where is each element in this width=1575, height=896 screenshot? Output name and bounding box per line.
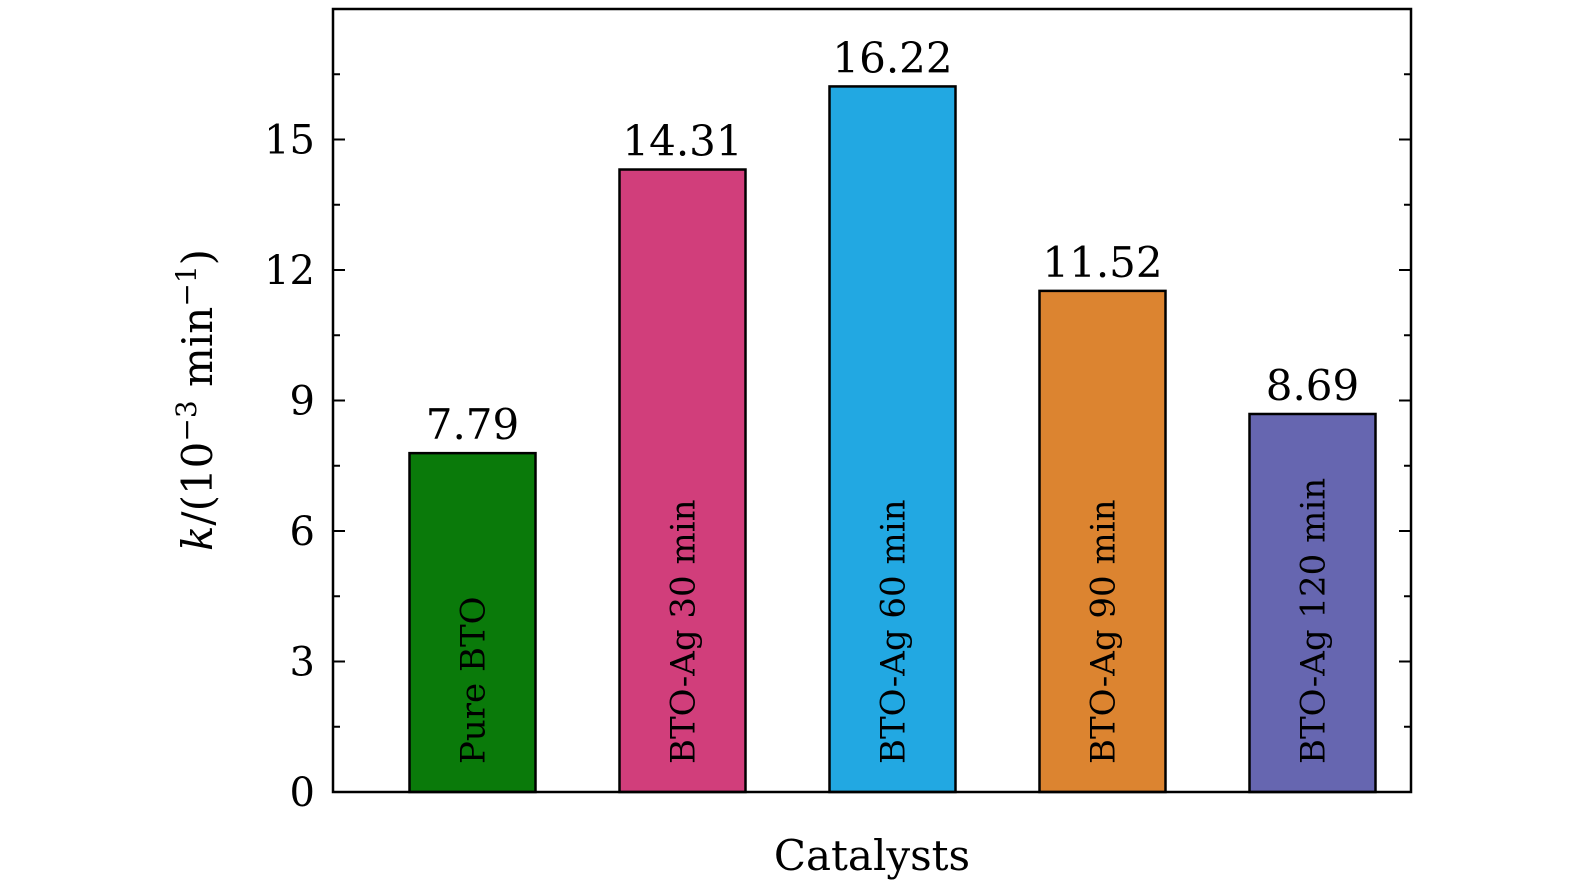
bar-category-label: BTO-Ag 60 min [874,500,914,764]
y-axis-title-exp2: −1 [170,265,203,306]
bars-layer [408,85,1377,794]
x-axis-title: Catalysts [774,831,970,880]
bar-value-label: 14.31 [622,117,742,166]
bar-names-layer: Pure BTO BTO-Ag 30 min BTO-Ag 60 min BTO-Ag… [454,478,1334,764]
y-tick-label: 15 [264,118,315,164]
y-tick-label: 3 [290,640,315,686]
plot-frame [331,7,1413,794]
y-axis-title: k/(10−3 min−1) [170,249,223,551]
y-ticks: 0 3 6 9 12 15 [264,8,1411,816]
y-axis-title-symbol: k [173,526,222,551]
bar-value-label: 7.79 [426,400,520,449]
y-axis-title-prefix: /(10 [173,442,222,526]
y-axis-title-suffix: ) [173,249,222,265]
bar-category-label: BTO-Ag 30 min [664,500,704,764]
y-tick-label: 12 [264,248,315,294]
bar [618,168,747,794]
bar-value-label: 8.69 [1266,361,1360,410]
value-labels-layer: 7.79 14.31 16.22 11.52 8.69 [426,33,1360,449]
y-tick-label: 6 [290,509,315,555]
y-tick-label: 9 [290,379,315,425]
bar [1038,289,1167,794]
y-axis-title-exp1: −3 [170,400,203,441]
y-axis-title-unit: min [173,307,222,401]
bar-category-label: BTO-Ag 90 min [1084,500,1124,764]
bar [1248,412,1377,794]
bar [408,451,537,794]
bar-value-label: 16.22 [832,33,952,82]
bar-category-label: Pure BTO [454,597,494,765]
y-tick-label: 0 [290,770,315,816]
bar-value-label: 11.52 [1042,238,1162,287]
bar [828,85,957,794]
bar-category-label: BTO-Ag 120 min [1294,478,1334,764]
